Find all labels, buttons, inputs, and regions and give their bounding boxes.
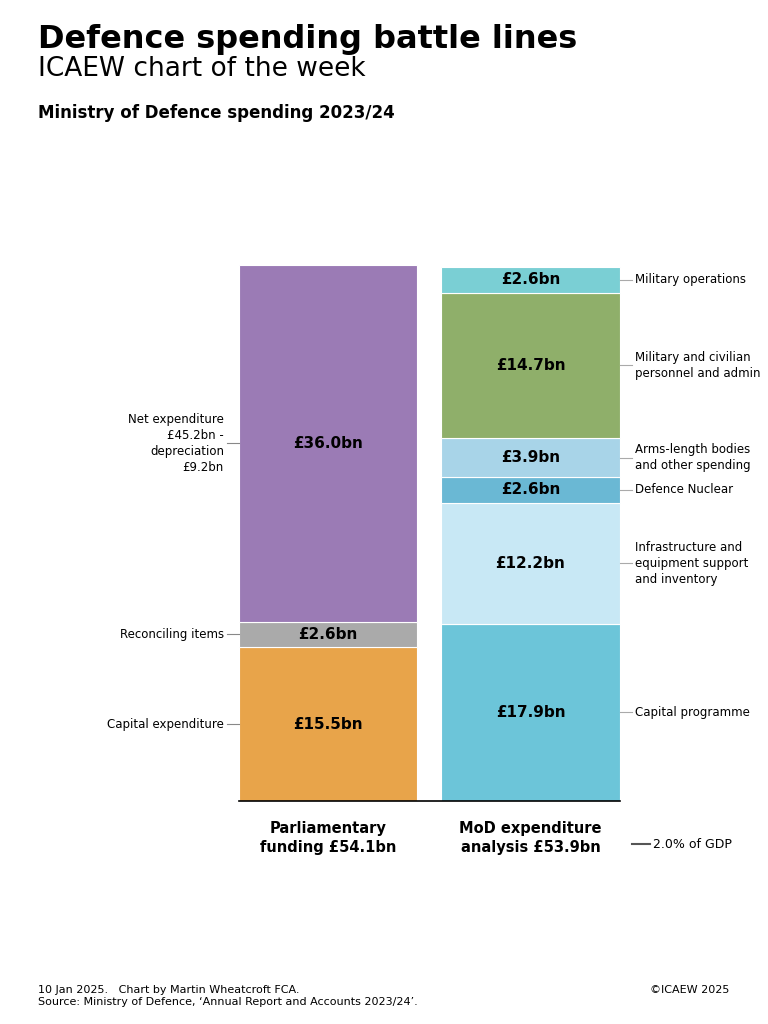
Text: Capital expenditure: Capital expenditure (107, 718, 224, 731)
FancyBboxPatch shape (239, 647, 418, 801)
FancyBboxPatch shape (441, 624, 620, 801)
Text: ICAEW chart of the week: ICAEW chart of the week (38, 56, 366, 82)
Text: Defence spending battle lines: Defence spending battle lines (38, 24, 578, 54)
Text: £3.9bn: £3.9bn (501, 451, 560, 465)
Text: Net expenditure
£45.2bn -
depreciation
£9.2bn: Net expenditure £45.2bn - depreciation £… (128, 413, 224, 474)
Text: Military and civilian
personnel and admin: Military and civilian personnel and admi… (634, 351, 760, 380)
Text: MoD expenditure
analysis £53.9bn: MoD expenditure analysis £53.9bn (459, 820, 602, 855)
Text: Reconciling items: Reconciling items (120, 628, 224, 641)
Text: Capital programme: Capital programme (634, 706, 750, 719)
Text: £14.7bn: £14.7bn (495, 358, 565, 373)
Text: £17.9bn: £17.9bn (495, 705, 565, 720)
FancyBboxPatch shape (441, 438, 620, 477)
Text: Ministry of Defence spending 2023/24: Ministry of Defence spending 2023/24 (38, 104, 396, 123)
Text: 2.0% of GDP: 2.0% of GDP (653, 838, 731, 851)
Text: ©ICAEW 2025: ©ICAEW 2025 (650, 985, 730, 995)
Text: £15.5bn: £15.5bn (293, 717, 363, 732)
Text: Defence Nuclear: Defence Nuclear (634, 483, 733, 497)
Text: Military operations: Military operations (634, 273, 746, 286)
FancyBboxPatch shape (441, 267, 620, 293)
Text: 10 Jan 2025.   Chart by Martin Wheatcroft FCA.
Source: Ministry of Defence, ‘Ann: 10 Jan 2025. Chart by Martin Wheatcroft … (38, 985, 418, 1007)
FancyBboxPatch shape (239, 265, 418, 622)
FancyBboxPatch shape (441, 477, 620, 503)
FancyBboxPatch shape (441, 293, 620, 438)
Text: £2.6bn: £2.6bn (501, 482, 560, 498)
Text: £12.2bn: £12.2bn (495, 556, 565, 570)
Text: £2.6bn: £2.6bn (299, 627, 358, 642)
Text: Arms-length bodies
and other spending: Arms-length bodies and other spending (634, 443, 750, 472)
Text: £2.6bn: £2.6bn (501, 272, 560, 287)
Text: £36.0bn: £36.0bn (293, 435, 363, 451)
Text: Infrastructure and
equipment support
and inventory: Infrastructure and equipment support and… (634, 541, 748, 586)
FancyBboxPatch shape (441, 503, 620, 624)
Text: Parliamentary
funding £54.1bn: Parliamentary funding £54.1bn (260, 820, 396, 855)
FancyBboxPatch shape (239, 622, 418, 647)
